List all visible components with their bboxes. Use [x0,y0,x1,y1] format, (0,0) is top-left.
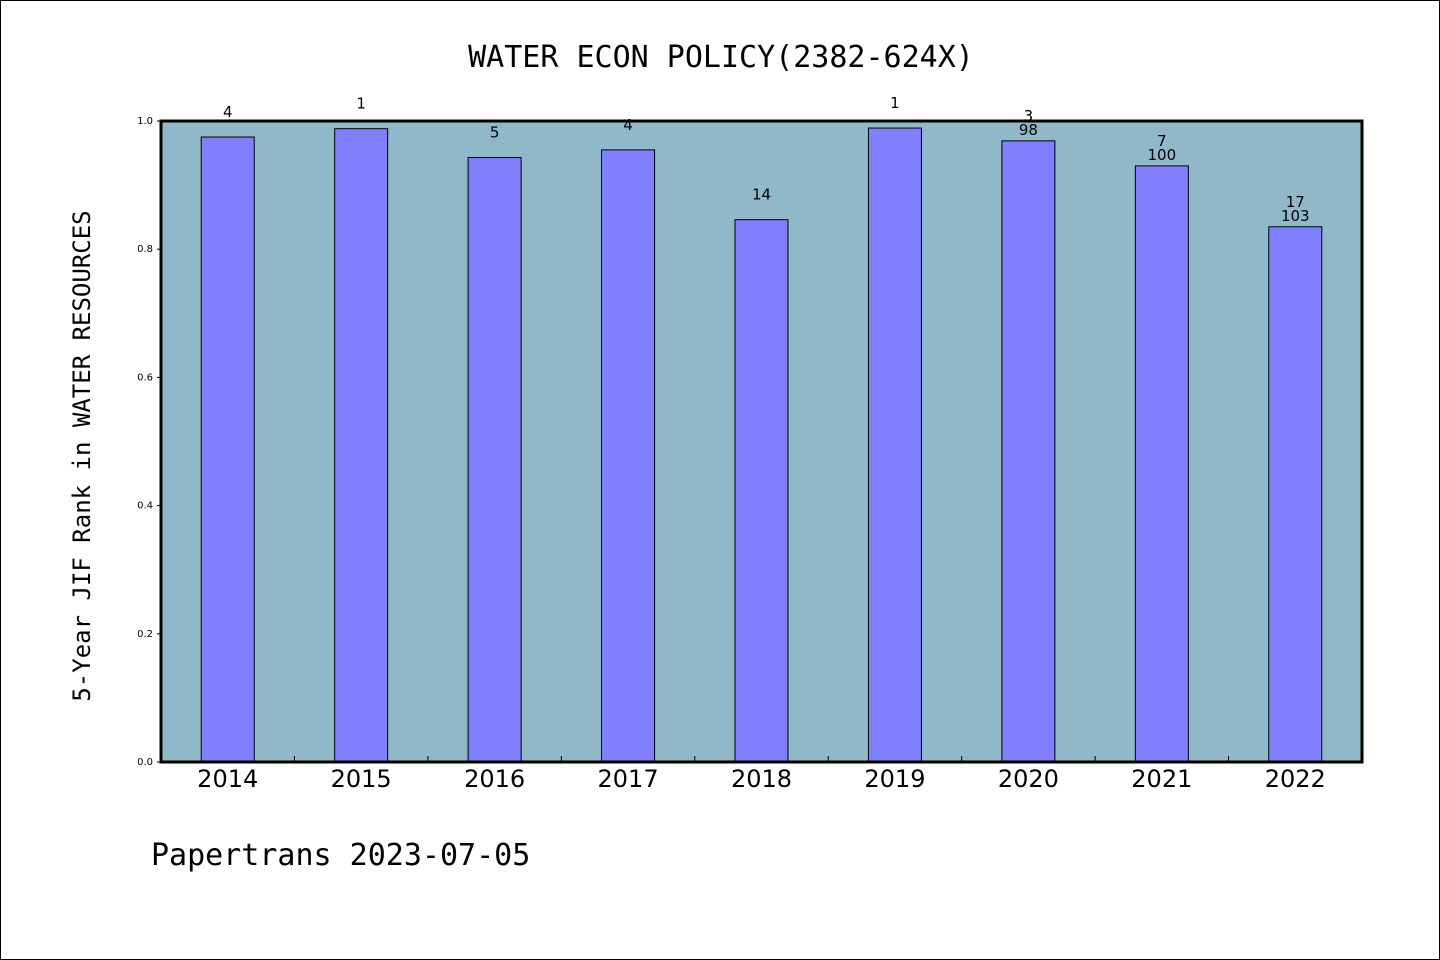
bar [200,136,255,763]
y-tick-label: 0.2 [137,629,153,640]
bar-rank-label: 4 [623,116,633,134]
bar [334,128,389,763]
x-tick-label: 2021 [1131,765,1192,793]
bar [734,219,789,763]
y-axis-label: 5-Year JIF Rank in WATER RESOURCES [68,210,96,701]
y-tick-label: 0.4 [137,501,153,512]
x-axis: 2014 2015 2016 2017 2018 2019 2020 2021 2022 [197,756,1326,793]
y-tick-label: 0.6 [137,372,153,383]
x-tick-label: 2018 [731,765,792,793]
bar-total-label: 100 [1148,146,1177,164]
bar [1134,165,1189,763]
x-tick-label: 2022 [1265,765,1326,793]
x-tick-label: 2015 [331,765,392,793]
bar [467,157,522,763]
x-tick-label: 2020 [998,765,1059,793]
y-axis: 0.0 0.2 0.4 0.6 0.8 1.0 [137,116,161,768]
y-tick-label: 0.0 [137,757,153,768]
bar-rank-label: 1 [356,95,366,113]
bar-rank-label: 5 [490,124,500,142]
bars [200,127,1323,763]
bar-rank-label: 7 [1157,132,1167,150]
bar [1268,226,1323,763]
bar [867,127,922,763]
chart-title: WATER ECON POLICY(2382-624X) [468,40,974,75]
y-tick-label: 1.0 [137,116,153,127]
footer-stamp: Papertrans 2023-07-05 [151,838,530,873]
bar-rank-label: 17 [1286,193,1305,211]
plot-frame [159,119,1364,764]
bar [601,149,656,763]
bar-rank-label: 3 [1024,107,1034,125]
x-tick-label: 2014 [197,765,258,793]
bar-rank-label: 14 [752,186,771,204]
bar-total-label: 103 [1281,207,1310,225]
bar-rank-label: 4 [223,103,233,121]
x-tick-label: 2019 [864,765,925,793]
x-tick-label: 2016 [464,765,525,793]
x-tick-label: 2017 [598,765,659,793]
bar [1001,140,1056,763]
bar-rank-label: 1 [890,94,900,112]
y-tick-label: 0.8 [137,244,153,255]
bar-total-label: 98 [1019,121,1038,139]
